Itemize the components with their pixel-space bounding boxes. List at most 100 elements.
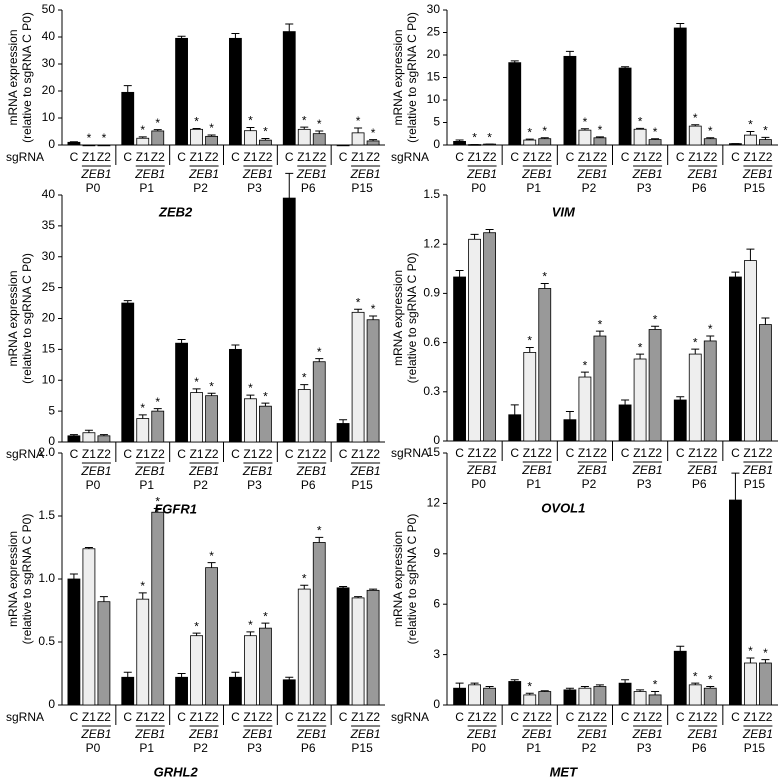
error-bar [153,129,162,131]
x-tick-label: Z2 [483,150,497,164]
category-label: P1 [526,181,541,195]
group-label: ZEB1 [742,167,773,181]
group-label: ZEB1 [466,463,497,477]
error-bar [595,684,604,687]
error-bar [300,584,309,590]
bar [244,635,257,706]
bar [97,435,111,443]
error-bar [595,136,604,138]
x-tick-label: C [70,710,79,724]
group-label: ZEB1 [80,167,111,181]
error-bar [246,126,255,131]
y-tick-label: 0 [48,137,55,151]
x-tick-label: Z2 [758,710,772,724]
bar [366,319,380,443]
error-bar [138,136,147,139]
bar [121,302,135,443]
category-label: P2 [582,741,597,755]
category-label: P1 [139,181,154,195]
y-tick-label: 2.0 [38,445,55,459]
x-tick-label: C [123,447,132,461]
bar [523,694,537,706]
x-tick-label: Z1 [136,447,150,461]
significance-star: * [527,125,532,139]
significance-star: * [693,669,698,683]
x-tick-label: C [70,447,79,461]
bar [688,684,702,706]
category-label: P0 [86,741,101,755]
error-bar [455,269,464,277]
x-tick-label: C [285,150,294,164]
significance-star: * [472,131,477,145]
chart-title: ZEB2 [158,204,193,219]
y-axis-label: (relative to sgRNA C P0) [405,514,419,645]
error-bar [540,283,549,289]
bar [578,376,592,442]
bar [312,361,326,443]
x-tick-label: Z2 [366,447,380,461]
group-label: ZEB1 [576,167,607,181]
bar [282,197,296,443]
error-bar [138,592,147,600]
x-tick-label: C [676,446,685,460]
y-tick-label: 0 [48,434,55,448]
y-tick-label: 1.5 [423,187,440,201]
significance-star: * [302,113,307,127]
y-axis-label: mRNA expression [391,531,405,627]
bar [593,335,607,442]
error-bar [354,308,363,313]
category-label: P2 [582,477,597,491]
bar [673,399,687,442]
error-bar [246,394,255,399]
category-label: P6 [301,181,316,195]
error-bar [69,573,78,579]
error-bar [580,686,589,689]
group-label: ZEB1 [80,727,111,741]
y-tick-label: 12 [427,496,441,510]
bar [673,27,687,146]
x-tick-label: Z2 [97,150,111,164]
error-bar [207,562,216,568]
error-bar [470,682,479,685]
x-tick-label: Z2 [648,710,662,724]
y-tick-label: 30 [42,56,56,70]
x-tick-label: C [231,447,240,461]
error-bar [192,632,201,636]
significance-star: * [317,117,322,131]
category-label: P1 [526,741,541,755]
y-tick-label: 5 [433,115,440,129]
significance-star: * [317,524,322,538]
category-label: P2 [193,478,208,492]
x-tick-label: Z2 [593,446,607,460]
x-tick-label: Z1 [190,150,204,164]
error-bar [84,547,93,549]
x-tick-label: C [123,710,132,724]
error-bar [761,659,770,663]
x-tick-label: Z1 [633,446,647,460]
bar [121,676,135,706]
significance-star: * [248,114,253,128]
x-tick-label: C [177,150,186,164]
y-tick-label: 0 [433,137,440,151]
error-bar [153,507,162,513]
bar [351,597,365,706]
bar [297,128,311,146]
error-bar [485,686,494,689]
significance-star: * [263,609,268,623]
significance-star: * [653,678,658,692]
row-label: sgRNA [6,150,44,164]
significance-star: * [708,673,713,687]
group-label: ZEB1 [576,727,607,741]
bar [593,137,607,146]
error-bar [510,404,519,415]
x-tick-label: Z1 [688,710,702,724]
y-tick-label: 0 [433,433,440,447]
y-tick-label: 15 [427,445,441,459]
significance-star: * [155,116,160,130]
x-tick-label: Z2 [758,446,772,460]
group-label: ZEB1 [134,167,165,181]
x-tick-label: C [231,710,240,724]
bar [312,542,326,706]
x-tick-label: C [676,710,685,724]
category-label: P6 [692,477,707,491]
